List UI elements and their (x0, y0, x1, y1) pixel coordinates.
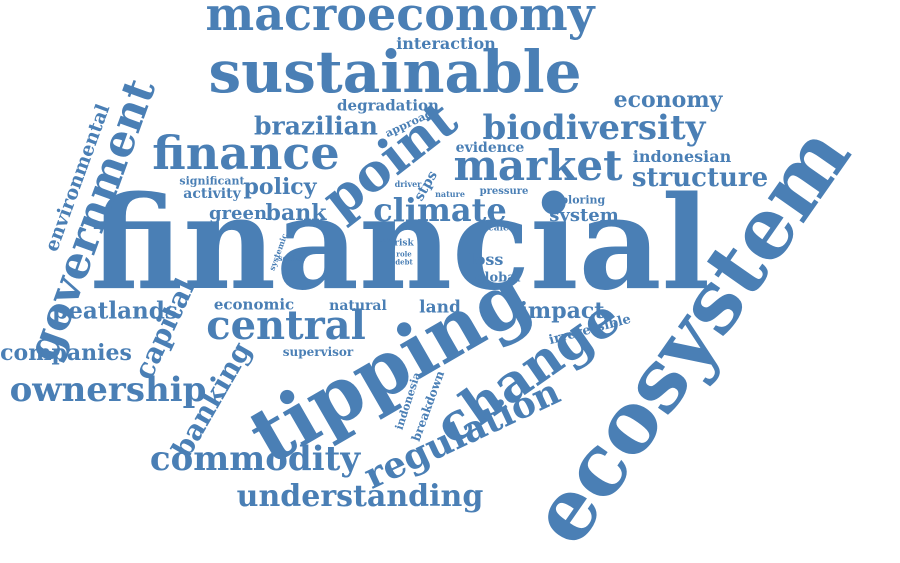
word-degradation: degradation (337, 96, 439, 115)
word-interaction: interaction (396, 34, 496, 53)
word-ownership: ownership (9, 370, 207, 410)
word-supervisor: supervisor (282, 345, 354, 359)
word-companies: companies (0, 340, 132, 366)
word-structure: structure (631, 163, 769, 193)
word-pressure: pressure (479, 186, 529, 197)
word-economic: economic (213, 295, 295, 314)
word-sector: sector (278, 253, 306, 263)
word-significant: significant (179, 174, 245, 188)
word-exploring: exploring (546, 193, 606, 207)
word-debt: debt (395, 257, 413, 267)
word-central: central (206, 302, 366, 349)
word-role: role (396, 249, 412, 259)
word-biodiversity: biodiversity (482, 108, 706, 148)
word-system: system (549, 205, 619, 226)
word-evidence: evidence (455, 140, 525, 156)
word-indonesian: indonesian (632, 147, 732, 166)
word-macroeconomy: macroeconomy (205, 0, 595, 41)
word-bank: bank (265, 200, 327, 226)
word-driver: driver (394, 179, 422, 189)
word-case: case (377, 235, 395, 245)
word-economy: economy (613, 87, 723, 113)
word-financial: financial (89, 169, 711, 319)
word-peatlands: peatlands (52, 297, 178, 325)
word-nature: nature (435, 189, 465, 199)
word-activity: activity (183, 186, 241, 202)
word-market: market (453, 141, 623, 190)
word-natural: natural (329, 298, 387, 314)
word-land: land (419, 297, 461, 318)
word-risk: risk (394, 238, 414, 249)
word-finance: finance (152, 126, 340, 180)
word-policy: policy (243, 174, 317, 200)
word-sustainable: sustainable (208, 38, 582, 106)
word-brazilian: brazilian (254, 111, 378, 141)
word-global: global (475, 270, 521, 286)
word-loss: loss (468, 250, 504, 269)
word-commodity: commodity (149, 439, 361, 479)
word-scale: scale (483, 223, 509, 234)
word-green: green (208, 203, 268, 224)
word-climate: climate (373, 191, 507, 229)
word-impact: impact (519, 298, 605, 324)
word-understanding: understanding (236, 479, 484, 514)
